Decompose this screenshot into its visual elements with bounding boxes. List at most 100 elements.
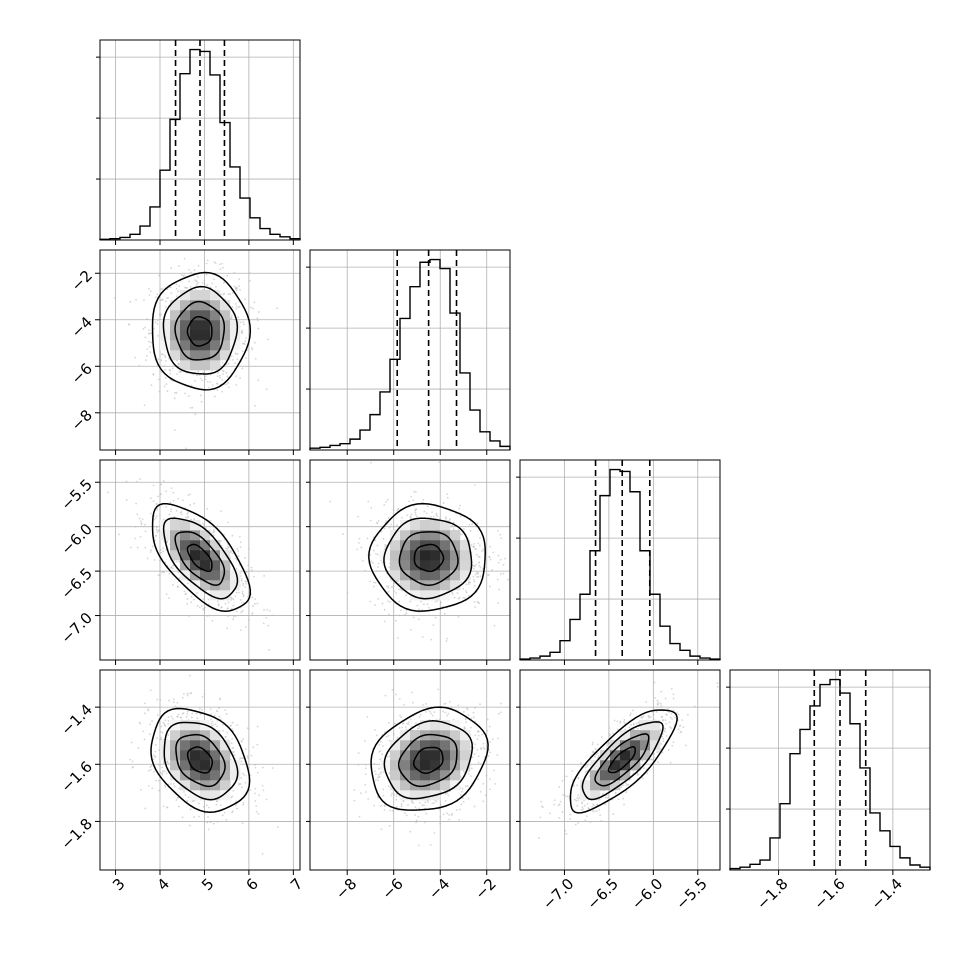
sample-point [167,716,170,719]
sample-point [163,385,166,388]
sample-point [377,562,380,565]
sample-point [383,608,386,611]
sample-point [373,581,375,584]
sample-point [222,266,225,269]
sample-point [194,413,197,416]
sample-point [131,766,134,769]
sample-point [413,490,415,493]
sample-point [160,288,163,291]
sample-point [193,518,196,521]
sample-point [445,640,448,642]
sample-point [470,726,472,729]
sample-point [254,404,256,407]
sample-point [158,722,161,725]
sample-point [502,563,505,566]
sample-point [208,806,210,809]
sample-point [256,319,259,322]
sample-point [156,323,159,325]
sample-point [245,571,248,574]
sample-point [218,263,221,266]
sample-point [473,578,476,581]
density-cell [440,570,451,581]
sample-point [479,790,482,793]
density-cell [180,310,191,321]
sample-point [524,584,526,586]
pair-panel-2-1 [309,459,526,661]
sample-point [237,555,240,557]
contour-line [413,543,445,573]
density-cell [210,340,221,351]
sample-point [404,613,406,616]
sample-point [458,504,461,507]
density-cell [210,570,221,581]
sample-point [249,279,251,282]
contour-line [151,502,251,613]
sample-point [390,794,393,797]
contour-line [370,706,489,811]
sample-point [241,610,244,612]
sample-point [468,770,471,772]
sample-point [254,787,257,790]
sample-point [153,327,155,330]
sample-point [276,307,279,310]
sample-point [393,722,396,725]
sample-point [398,698,401,700]
sample-point [499,702,502,705]
sample-point [152,500,155,503]
density-cell [210,760,221,771]
sample-point [189,493,191,496]
sample-point [162,805,165,808]
sample-point [148,345,151,348]
sample-point [329,500,332,503]
sample-point [164,719,167,722]
sample-point [461,787,464,790]
sample-point [382,537,385,540]
sample-point [263,608,265,611]
density-cell [190,350,201,361]
sample-point [393,793,395,796]
sample-point [219,697,222,700]
density-cell [400,760,411,771]
density-cell [200,560,211,571]
sample-point [230,598,233,601]
sample-point [478,561,480,564]
sample-point [385,585,388,588]
sample-point [464,717,467,720]
sample-point [586,815,588,818]
sample-point [443,789,446,792]
pair-content [107,478,274,651]
sample-point [146,318,148,320]
sample-point [234,303,237,305]
sample-point [155,528,158,531]
sample-point [486,729,489,732]
sample-point [477,778,480,781]
density-cell [200,570,211,581]
sample-point [186,694,189,697]
sample-point [489,788,491,791]
sample-point [190,384,193,387]
sample-point [418,716,421,718]
sample-point [202,522,204,525]
pair-panel-3-0 [99,669,306,871]
sample-point [248,547,250,550]
sample-point [431,714,434,717]
sample-point [182,693,185,695]
contour-line [186,746,214,774]
sample-point [399,714,401,717]
sample-point [174,391,176,394]
sample-point [393,590,395,593]
sample-point [211,282,214,285]
sample-point [405,728,408,731]
histogram-step-line [309,258,511,450]
density-cell [170,760,181,771]
sample-point [244,586,247,588]
sample-point [160,483,162,486]
sample-point [304,814,306,816]
sample-point [226,274,229,277]
sample-point [212,278,215,281]
sample-point [443,703,446,705]
density-cell [220,330,231,341]
sample-point [162,550,165,553]
sample-point [170,715,173,718]
sample-point [166,761,168,764]
